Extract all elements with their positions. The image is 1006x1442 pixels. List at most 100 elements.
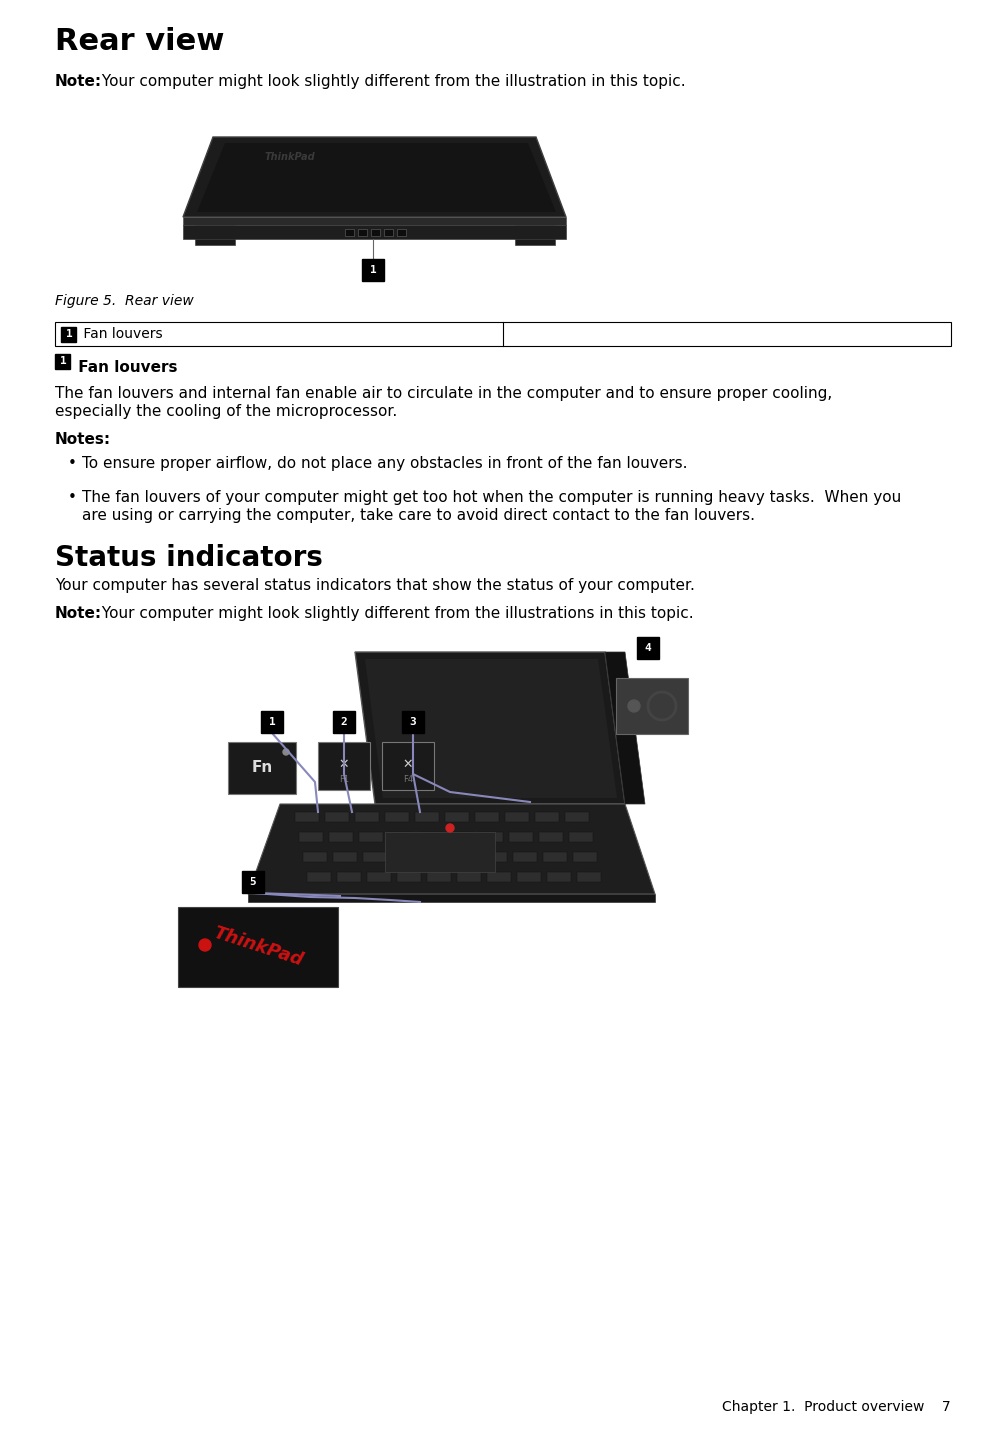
Bar — [318, 743, 370, 790]
Text: Your computer might look slightly different from the illustration in this topic.: Your computer might look slightly differ… — [97, 74, 686, 89]
Bar — [55, 353, 70, 369]
Bar — [577, 872, 601, 883]
Bar — [637, 637, 659, 659]
Circle shape — [628, 699, 640, 712]
Text: 3: 3 — [409, 717, 416, 727]
Bar — [358, 229, 367, 236]
Bar — [307, 872, 331, 883]
Text: Your computer has several status indicators that show the status of your compute: Your computer has several status indicat… — [55, 578, 695, 593]
Text: Chapter 1.  Product overview    7: Chapter 1. Product overview 7 — [722, 1400, 951, 1415]
Text: The fan louvers and internal fan enable air to circulate in the computer and to : The fan louvers and internal fan enable … — [55, 386, 832, 401]
Bar — [228, 743, 296, 795]
Bar — [415, 812, 439, 822]
Polygon shape — [605, 652, 645, 805]
Bar — [295, 812, 319, 822]
Circle shape — [446, 823, 454, 832]
Text: Figure 5.  Rear view: Figure 5. Rear view — [55, 294, 194, 309]
Bar — [362, 260, 384, 281]
Text: 1: 1 — [269, 717, 276, 727]
Bar — [487, 872, 511, 883]
Bar — [367, 872, 391, 883]
Text: Note:: Note: — [55, 74, 103, 89]
Text: F1: F1 — [339, 776, 349, 784]
Text: Fan louvers: Fan louvers — [79, 327, 163, 340]
Text: F4: F4 — [403, 776, 413, 784]
Bar — [547, 872, 571, 883]
Bar — [333, 711, 355, 733]
Bar — [479, 832, 503, 842]
Bar — [420, 832, 443, 842]
Bar — [453, 852, 477, 862]
Bar — [355, 812, 379, 822]
Polygon shape — [248, 805, 655, 894]
Bar — [457, 872, 481, 883]
Text: 1: 1 — [369, 265, 376, 275]
Bar — [427, 872, 451, 883]
Bar — [475, 812, 499, 822]
Bar — [449, 832, 473, 842]
Bar — [517, 872, 541, 883]
Bar — [61, 326, 76, 342]
Circle shape — [283, 748, 289, 756]
Bar — [505, 812, 529, 822]
Bar — [573, 852, 597, 862]
Bar — [539, 832, 563, 842]
Bar — [183, 216, 566, 225]
Bar — [337, 872, 361, 883]
Text: ThinkPad: ThinkPad — [265, 151, 316, 162]
Bar — [345, 229, 354, 236]
Bar — [513, 852, 537, 862]
Bar — [569, 832, 593, 842]
Bar — [359, 832, 383, 842]
Text: The fan louvers of your computer might get too hot when the computer is running : The fan louvers of your computer might g… — [82, 490, 901, 505]
Bar — [385, 832, 495, 872]
Bar — [397, 872, 421, 883]
Text: Fn: Fn — [252, 760, 273, 776]
Text: ✕: ✕ — [339, 757, 349, 770]
Bar — [382, 743, 434, 790]
Text: ThinkPad: ThinkPad — [211, 924, 305, 970]
Bar — [535, 812, 559, 822]
Text: are using or carrying the computer, take care to avoid direct contact to the fan: are using or carrying the computer, take… — [82, 508, 754, 523]
Text: To ensure proper airflow, do not place any obstacles in front of the fan louvers: To ensure proper airflow, do not place a… — [82, 456, 687, 472]
Text: 5: 5 — [249, 877, 257, 887]
Bar — [397, 229, 406, 236]
Text: ✕: ✕ — [402, 757, 413, 770]
Polygon shape — [355, 652, 625, 805]
Bar — [543, 852, 567, 862]
Text: •: • — [68, 456, 76, 472]
Bar — [385, 812, 409, 822]
Bar — [515, 225, 555, 245]
Bar — [325, 812, 349, 822]
Bar — [333, 852, 357, 862]
Polygon shape — [183, 137, 566, 216]
Bar — [393, 852, 417, 862]
Text: Fan louvers: Fan louvers — [73, 360, 177, 375]
Bar — [616, 678, 688, 734]
Bar — [183, 225, 566, 239]
Bar — [565, 812, 589, 822]
Text: Your computer might look slightly different from the illustrations in this topic: Your computer might look slightly differ… — [97, 606, 693, 622]
Text: 1: 1 — [65, 329, 72, 339]
Text: especially the cooling of the microprocessor.: especially the cooling of the microproce… — [55, 404, 397, 420]
Text: Notes:: Notes: — [55, 433, 111, 447]
Bar — [303, 852, 327, 862]
Polygon shape — [197, 143, 556, 212]
Polygon shape — [365, 659, 617, 797]
Bar — [423, 852, 447, 862]
Bar — [389, 832, 413, 842]
Bar — [483, 852, 507, 862]
Bar — [55, 322, 951, 346]
Bar — [402, 711, 424, 733]
Bar — [242, 871, 264, 893]
Text: 4: 4 — [645, 643, 651, 653]
Bar — [329, 832, 353, 842]
Bar — [261, 711, 283, 733]
Text: Status indicators: Status indicators — [55, 544, 323, 572]
Bar — [195, 225, 235, 245]
Bar — [445, 812, 469, 822]
Bar — [248, 894, 655, 903]
Text: 2: 2 — [341, 717, 347, 727]
Circle shape — [199, 939, 211, 952]
Text: Note:: Note: — [55, 606, 103, 622]
